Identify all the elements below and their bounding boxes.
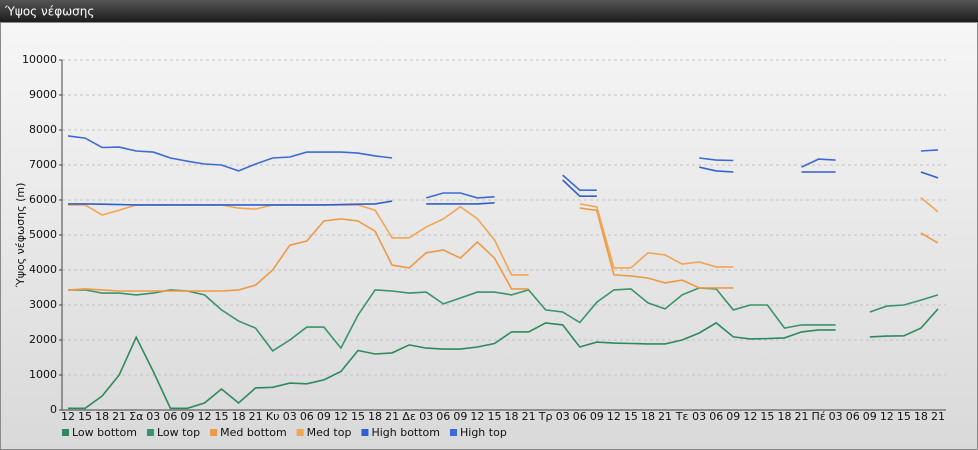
x-tick-label: 21 xyxy=(249,410,263,423)
x-tick-label: 12 xyxy=(197,410,211,423)
x-tick-label: 09 xyxy=(180,410,194,423)
x-tick-label: 15 xyxy=(897,410,911,423)
legend-label: Low top xyxy=(157,426,200,439)
x-tick-label: 09 xyxy=(453,410,467,423)
series-line xyxy=(68,166,939,206)
x-tick-label: 03 xyxy=(419,410,433,423)
x-tick-label: 18 xyxy=(914,410,928,423)
y-tick-label: 2000 xyxy=(29,333,57,346)
x-tick-label: Σα xyxy=(129,410,143,423)
x-tick-label: 12 xyxy=(880,410,894,423)
x-tick-label: 18 xyxy=(95,410,109,423)
y-tick-label: 6000 xyxy=(29,193,57,206)
y-tick-label: 5000 xyxy=(29,228,57,241)
x-tick-label: 21 xyxy=(385,410,399,423)
x-tick-label: 15 xyxy=(760,410,774,423)
y-tick-label: 8000 xyxy=(29,123,57,136)
x-tick-label: 03 xyxy=(556,410,570,423)
legend-label: Low bottom xyxy=(72,426,137,439)
chart-area xyxy=(0,22,978,450)
legend-marker xyxy=(62,429,69,436)
x-tick-label: 15 xyxy=(215,410,229,423)
x-tick-label: 06 xyxy=(573,410,587,423)
x-tick-label: 18 xyxy=(641,410,655,423)
series-line xyxy=(67,207,939,292)
legend-label: Med bottom xyxy=(220,426,287,439)
legend-label: High top xyxy=(460,426,507,439)
x-tick-label: 18 xyxy=(505,410,519,423)
x-tick-label: 09 xyxy=(590,410,604,423)
x-tick-label: 21 xyxy=(931,410,945,423)
legend-marker xyxy=(361,429,369,436)
x-tick-label: 12 xyxy=(334,410,348,423)
x-tick-label: 18 xyxy=(232,410,246,423)
legend-label: High bottom xyxy=(371,426,440,439)
x-tick-label: 03 xyxy=(829,410,843,423)
y-tick-label: 10000 xyxy=(22,53,57,66)
x-tick-label: 15 xyxy=(487,410,501,423)
series-line xyxy=(67,135,939,199)
x-tick-label: 03 xyxy=(283,410,297,423)
x-tick-label: Δε xyxy=(402,410,416,423)
y-axis-label: Ύψος νέφωσης (m) xyxy=(14,183,27,289)
x-tick-label: 12 xyxy=(607,410,621,423)
x-tick-label: 03 xyxy=(146,410,160,423)
legend-marker xyxy=(210,429,218,436)
x-tick-label: 15 xyxy=(78,410,92,423)
x-tick-label: 09 xyxy=(726,410,740,423)
x-tick-label: 06 xyxy=(709,410,723,423)
x-tick-label: 18 xyxy=(368,410,382,423)
x-tick-label: 06 xyxy=(300,410,314,423)
legend-marker xyxy=(450,429,457,436)
legend-marker xyxy=(146,429,154,436)
x-tick-label: 21 xyxy=(112,410,126,423)
x-tick-label: 21 xyxy=(522,410,536,423)
x-tick-label: 03 xyxy=(692,410,706,423)
y-tick-label: 7000 xyxy=(29,158,57,171)
x-tick-label: 21 xyxy=(795,410,809,423)
x-tick-label: 12 xyxy=(470,410,484,423)
x-tick-label: 12 xyxy=(61,410,75,423)
x-tick-label: 21 xyxy=(658,410,672,423)
y-tick-label: 0 xyxy=(50,403,57,416)
x-tick-label: 06 xyxy=(436,410,450,423)
window-title: Ύψος νέφωσης xyxy=(4,5,94,19)
x-tick-label: 06 xyxy=(163,410,177,423)
x-tick-label: 12 xyxy=(743,410,757,423)
y-tick-label: 3000 xyxy=(29,298,57,311)
x-tick-label: 09 xyxy=(863,410,877,423)
y-tick-label: 1000 xyxy=(29,368,57,381)
x-tick-label: 06 xyxy=(846,410,860,423)
legend-label: Med top xyxy=(307,426,352,439)
x-tick-label: Τε xyxy=(675,410,689,423)
y-tick-label: 4000 xyxy=(29,263,57,276)
x-tick-label: Τρ xyxy=(538,410,553,423)
legend-marker xyxy=(296,429,304,436)
title-bar xyxy=(0,0,978,22)
x-tick-label: 15 xyxy=(624,410,638,423)
series-line xyxy=(68,308,939,410)
x-tick-label: 18 xyxy=(777,410,791,423)
x-tick-label: Κυ xyxy=(266,410,280,423)
y-tick-label: 9000 xyxy=(29,88,57,101)
x-tick-label: 09 xyxy=(317,410,331,423)
x-tick-label: Πέ xyxy=(811,410,825,423)
x-tick-label: 15 xyxy=(351,410,365,423)
